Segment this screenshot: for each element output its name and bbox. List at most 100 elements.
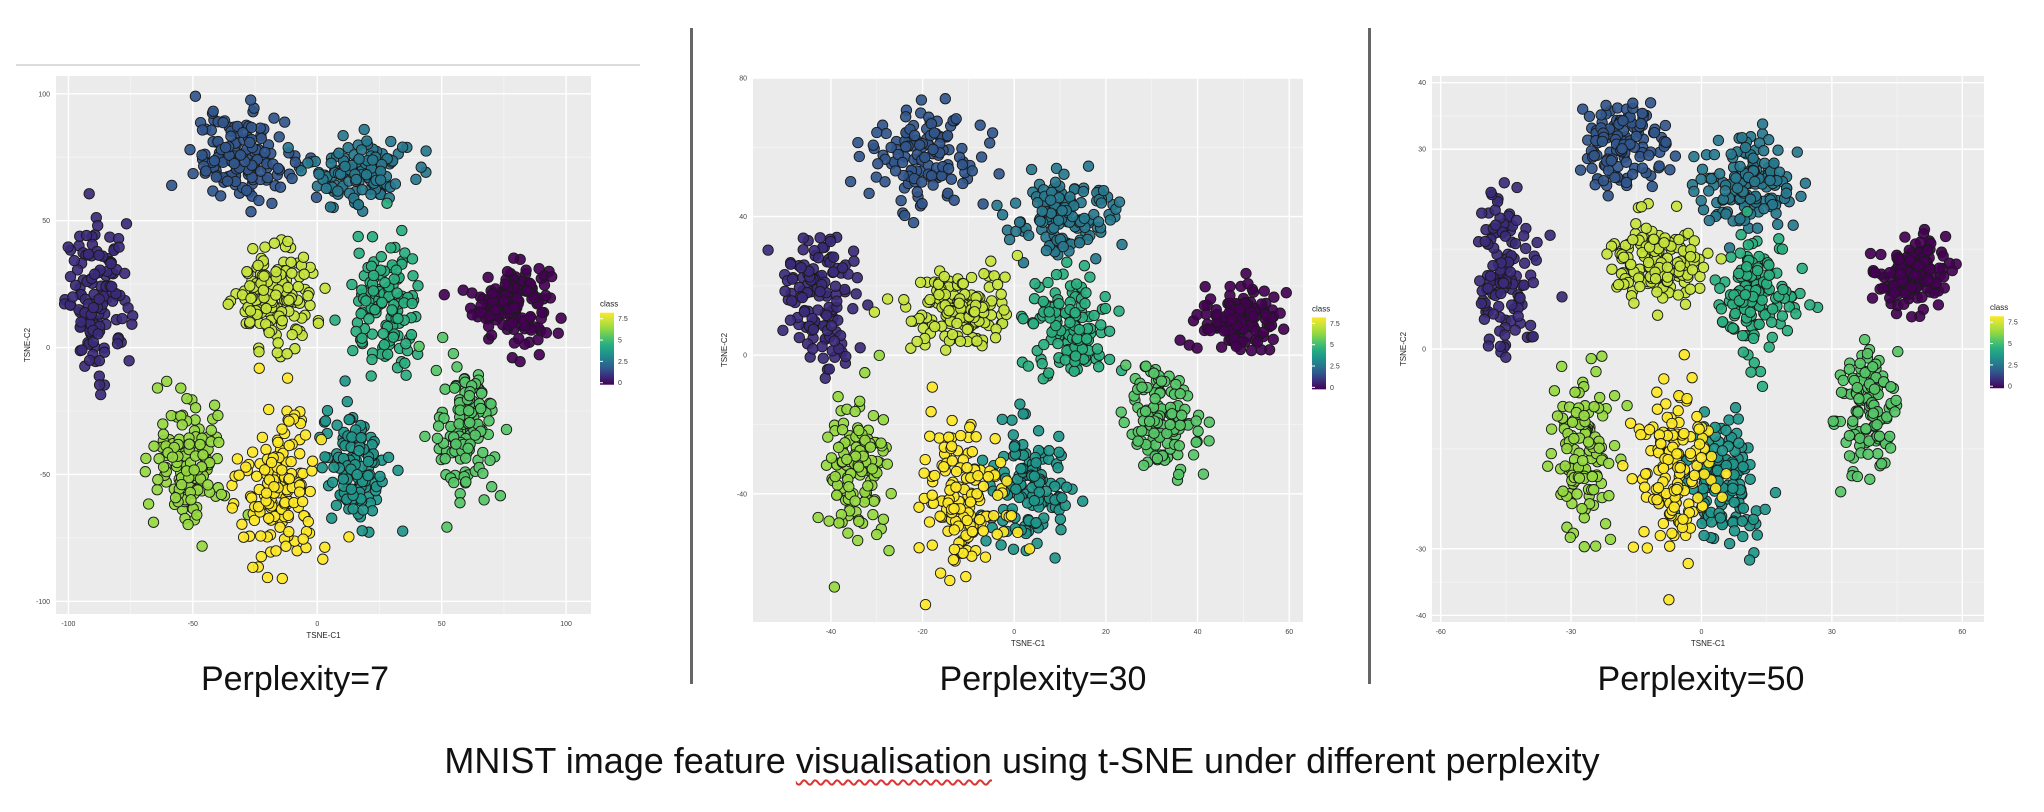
data-point-class-9 (1684, 447, 1697, 460)
data-point-class-3 (1749, 175, 1761, 188)
data-point-class-2 (1583, 110, 1596, 123)
data-point-class-0 (1280, 287, 1292, 299)
data-point-class-0 (513, 332, 525, 345)
data-point-class-0 (552, 327, 564, 339)
data-point-class-1 (82, 248, 95, 260)
data-point-class-4 (1720, 424, 1732, 437)
data-point-class-8 (1649, 273, 1662, 285)
data-point-class-3 (320, 182, 332, 195)
data-point-class-6 (475, 402, 487, 415)
data-point-class-6 (1190, 415, 1202, 427)
data-point-class-4 (1033, 486, 1045, 498)
data-point-class-4 (1732, 413, 1744, 425)
data-point-class-8 (268, 237, 281, 249)
y-tick-label: -30 (1416, 546, 1426, 553)
data-point-class-8 (297, 251, 310, 263)
data-point-class-1 (67, 291, 79, 303)
data-point-class-6 (1173, 440, 1185, 452)
data-point-class-6 (441, 521, 453, 533)
data-point-class-8 (283, 294, 295, 306)
data-point-class-3 (1780, 187, 1793, 199)
data-point-class-7 (1551, 410, 1564, 422)
data-point-class-9 (263, 403, 275, 416)
data-point-class-8 (286, 267, 298, 279)
data-point-class-2 (927, 143, 939, 156)
data-point-class-5 (1796, 262, 1808, 275)
data-point-class-1 (824, 235, 837, 248)
data-point-class-4 (996, 413, 1008, 426)
data-point-class-3 (1703, 185, 1715, 197)
data-point-class-1 (87, 301, 99, 314)
data-point-class-2 (237, 126, 249, 139)
data-point-class-0 (1260, 309, 1272, 321)
data-point-class-7 (202, 479, 214, 491)
data-point-class-1 (1475, 297, 1488, 310)
data-point-class-1 (814, 285, 826, 298)
data-point-class-3 (1799, 177, 1812, 189)
x-tick-label: 0 (315, 621, 319, 628)
data-point-class-3 (1787, 219, 1799, 231)
data-point-class-5 (1783, 301, 1795, 313)
legend-label: 5 (618, 338, 622, 345)
data-point-class-2 (939, 93, 951, 105)
data-point-class-9 (1677, 513, 1689, 525)
data-point-class-8 (1630, 218, 1642, 230)
data-point-class-2 (914, 139, 926, 151)
data-point-class-8 (989, 332, 1002, 344)
data-point-class-5 (1747, 332, 1760, 345)
data-point-class-3 (358, 123, 370, 136)
data-point-class-3 (367, 154, 379, 166)
figure-caption-part-1: MNIST image feature (444, 740, 796, 781)
x-axis-label: TSNE-C1 (1691, 639, 1726, 648)
data-point-class-0 (1888, 287, 1901, 299)
data-point-class-6 (1143, 415, 1156, 428)
data-point-class-1 (120, 218, 133, 230)
data-point-class-9 (948, 543, 961, 556)
data-point-class-4 (1032, 425, 1045, 437)
data-point-class-0 (1174, 334, 1186, 346)
data-point-class-0 (1877, 282, 1889, 294)
data-point-class-8 (312, 317, 325, 329)
data-point-class-1 (69, 279, 82, 291)
tsne-plot-perplexity-7: -100 -50 0 50 100 -100 -50 0 50 100 TSNE-C1 TSNE-C2… (0, 0, 640, 640)
data-point-class-9 (1720, 468, 1732, 480)
data-point-class-1 (819, 372, 831, 384)
data-point-class-6 (483, 415, 495, 427)
data-point-class-5 (1773, 233, 1785, 245)
data-point-class-3 (1697, 204, 1710, 216)
data-point-class-7 (853, 424, 865, 437)
tsne-plot-perplexity-30: -40 -20 0 20 40 60 -40 0 40 80 TSNE-C1 TSNE-C2 class… (700, 0, 1368, 650)
data-point-class-5 (369, 304, 381, 316)
data-point-class-7 (859, 367, 871, 379)
data-point-class-7 (139, 466, 151, 478)
data-point-class-5 (392, 312, 404, 325)
data-point-class-6 (469, 429, 481, 441)
data-point-class-3 (325, 157, 337, 169)
data-point-class-6 (460, 476, 472, 488)
data-point-class-7 (825, 452, 838, 464)
data-point-class-3 (1772, 218, 1784, 231)
legend-colorbar (600, 312, 614, 385)
data-point-class-8 (1658, 237, 1670, 249)
data-point-class-3 (350, 173, 362, 186)
data-point-class-3 (337, 129, 349, 142)
data-point-class-7 (185, 494, 197, 506)
data-point-class-7 (161, 375, 173, 388)
data-point-class-1 (1499, 329, 1511, 341)
data-point-class-6 (1843, 450, 1856, 462)
data-point-class-7 (1588, 484, 1600, 496)
data-point-class-2 (871, 126, 883, 139)
data-point-class-0 (1191, 342, 1203, 354)
data-point-class-6 (439, 383, 451, 395)
data-point-class-6 (1859, 333, 1871, 346)
data-point-class-4 (337, 473, 349, 485)
data-point-class-3 (1708, 148, 1721, 161)
data-point-class-7 (189, 402, 202, 414)
data-point-class-4 (1769, 486, 1782, 499)
legend-label: 5 (1330, 342, 1334, 349)
data-point-class-9 (1698, 468, 1710, 480)
data-point-class-2 (240, 184, 253, 197)
data-point-class-6 (1843, 430, 1856, 442)
data-point-class-6 (1148, 367, 1160, 379)
data-point-class-1 (817, 352, 829, 364)
